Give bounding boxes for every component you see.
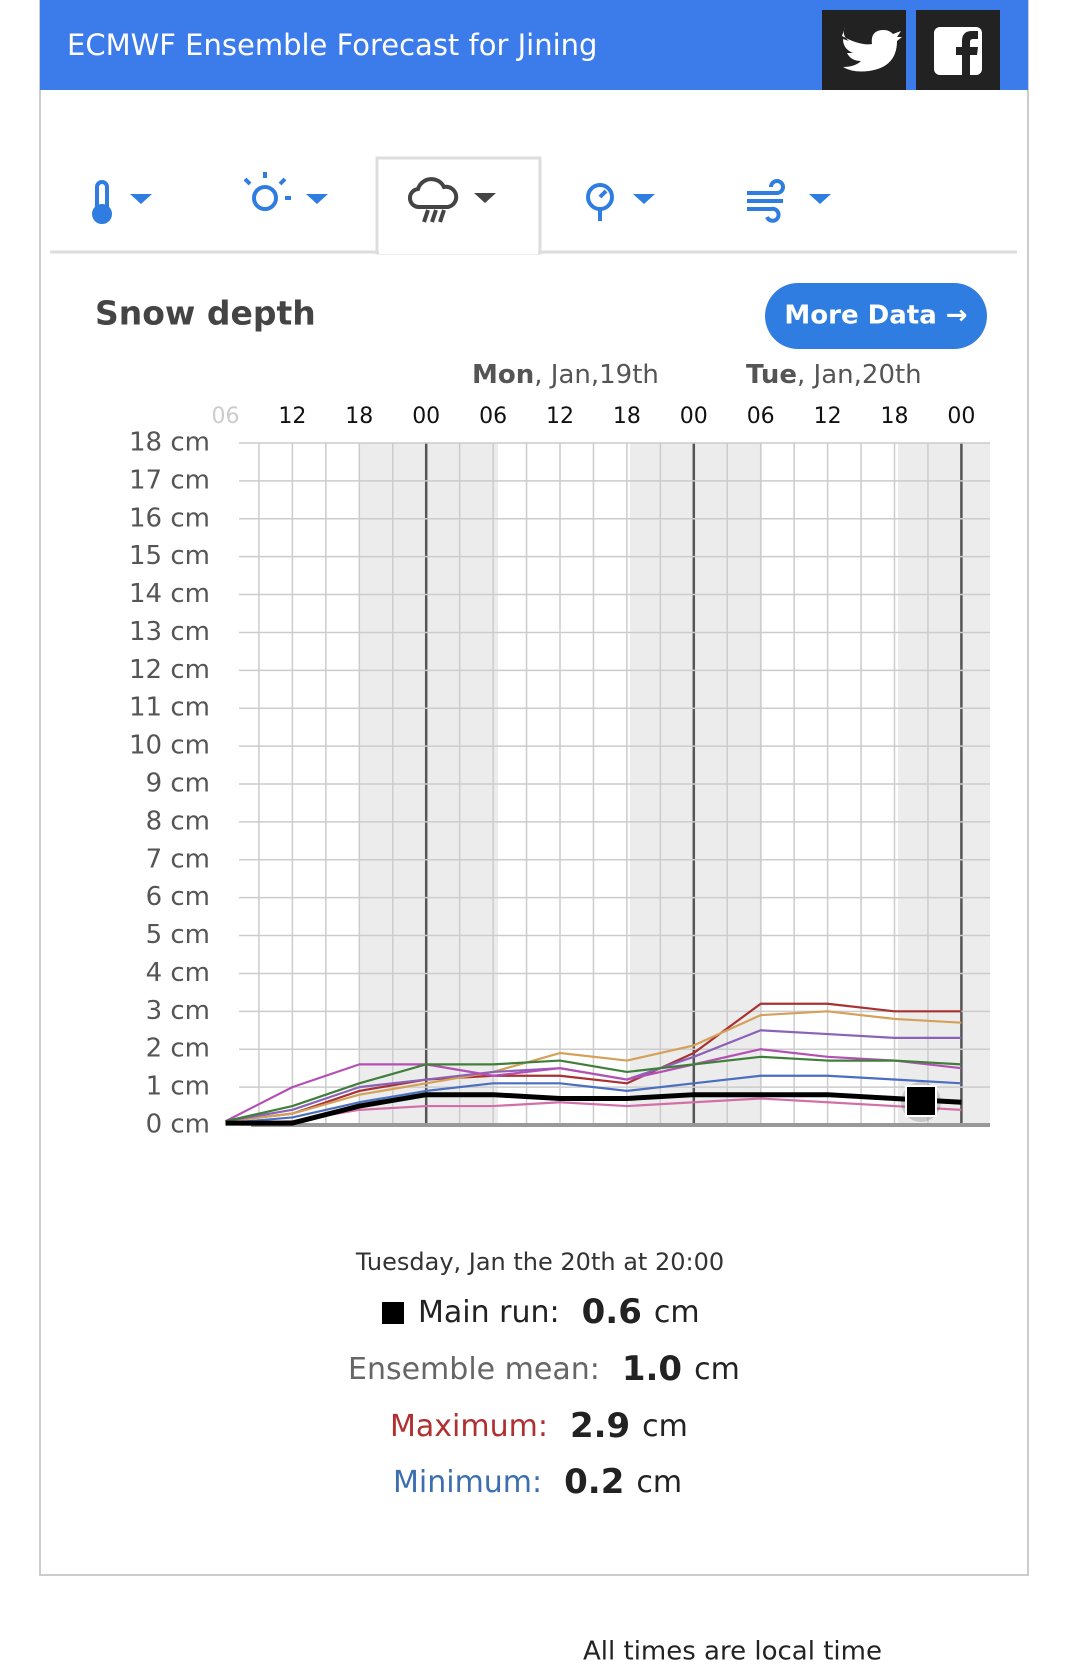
- x-tick-label: 18: [881, 404, 909, 429]
- y-tick-label: 12 cm: [129, 655, 210, 685]
- chart-title: Snow depth: [95, 294, 316, 333]
- y-tick-label: 0 cm: [146, 1110, 210, 1140]
- stat-row: Minimum: 0.2 cm: [393, 1462, 682, 1502]
- card: [39, 0, 1029, 1576]
- x-tick-label: 12: [814, 404, 842, 429]
- y-tick-label: 14 cm: [129, 579, 210, 609]
- ensemble-line: [225, 1074, 962, 1125]
- footer-note: All times are local time: [583, 1637, 882, 1667]
- tab-icons: [92, 172, 785, 224]
- plot: 06 12 18 00 06 12 18 00 06 12 18 00 0 cm 1 cm 2 cm 3 cm…: [129, 360, 990, 1140]
- tab-carets: [130, 193, 831, 204]
- stat-unit: cm: [636, 1465, 682, 1500]
- x-tick-label: 06: [747, 404, 775, 429]
- y-tick-label: 4 cm: [146, 958, 210, 988]
- stat-label: Minimum:: [393, 1465, 542, 1500]
- more-data-label: More Data →: [784, 301, 967, 331]
- stat-unit: cm: [642, 1409, 688, 1444]
- header-title: ECMWF Ensemble Forecast for Jining: [67, 28, 597, 62]
- ensemble-line: [225, 1048, 962, 1123]
- day-name: Tue: [746, 360, 797, 390]
- wind-icon[interactable]: [747, 179, 785, 223]
- hover-marker: [905, 1085, 937, 1117]
- x-tick-label: 00: [947, 404, 975, 429]
- day-date: , Jan,19th: [534, 360, 659, 390]
- stat-row: Ensemble mean: 1.0 cm: [348, 1349, 740, 1389]
- y-tick-label: 11 cm: [129, 693, 210, 723]
- main-run-swatch: [382, 1302, 404, 1324]
- stat-value: 2.9: [570, 1406, 630, 1446]
- y-tick-label: 2 cm: [146, 1034, 210, 1064]
- x-tick-label: 12: [546, 404, 574, 429]
- main-run-line: [225, 1092, 962, 1126]
- day-date: , Jan,20th: [797, 360, 922, 390]
- y-tick-label: 15 cm: [129, 541, 210, 571]
- day-name: Mon: [472, 360, 534, 390]
- twitter-icon: [842, 27, 902, 72]
- y-tick-label: 6 cm: [146, 882, 210, 912]
- y-tick-label: 18 cm: [129, 428, 210, 458]
- ensemble-line: [225, 1010, 962, 1123]
- y-tick-label: 16 cm: [129, 503, 210, 533]
- ensemble-line: [225, 1097, 962, 1125]
- y-tick-label: 9 cm: [146, 769, 210, 799]
- stat-label: Maximum:: [390, 1409, 548, 1444]
- stat-unit: cm: [654, 1295, 700, 1330]
- x-tick-label: 00: [680, 404, 708, 429]
- x-tick-label: 06: [212, 404, 240, 429]
- stat-label: Main run:: [418, 1295, 560, 1330]
- stat-row: Main run: 0.6 cm: [418, 1292, 700, 1332]
- y-tick-label: 7 cm: [146, 844, 210, 874]
- facebook-f: [956, 31, 978, 75]
- day-label: Tue, Jan,20th: [746, 360, 922, 390]
- more-data-button[interactable]: [765, 283, 987, 349]
- stat-label: Ensemble mean:: [348, 1352, 600, 1387]
- x-tick-label: 00: [412, 404, 440, 429]
- y-tick-label: 1 cm: [146, 1072, 210, 1102]
- day-label: Mon, Jan,19th: [472, 360, 659, 390]
- stat-value: 0.2: [564, 1462, 624, 1502]
- y-tick-label: 17 cm: [129, 465, 210, 495]
- stat-value: 0.6: [582, 1292, 642, 1332]
- sun-icon[interactable]: [252, 185, 278, 211]
- rain-icon[interactable]: [408, 177, 459, 210]
- x-tick-label: 18: [613, 404, 641, 429]
- y-tick-label: 3 cm: [146, 996, 210, 1026]
- y-tick-label: 13 cm: [129, 617, 210, 647]
- y-tick-label: 10 cm: [129, 731, 210, 761]
- y-tick-label: 8 cm: [146, 806, 210, 836]
- ensemble-line: [225, 1055, 962, 1123]
- ensemble-line: [225, 1002, 962, 1123]
- tooltip-time: Tuesday, Jan the 20th at 20:00: [355, 1248, 724, 1276]
- x-tick-label: 06: [479, 404, 507, 429]
- y-tick-label: 5 cm: [146, 920, 210, 950]
- stat-value: 1.0: [622, 1349, 682, 1389]
- stat-unit: cm: [694, 1352, 740, 1387]
- x-tick-label: 18: [345, 404, 373, 429]
- stat-row: Maximum: 2.9 cm: [390, 1406, 688, 1446]
- tab-active[interactable]: [375, 156, 542, 255]
- x-tick-label: 12: [278, 404, 306, 429]
